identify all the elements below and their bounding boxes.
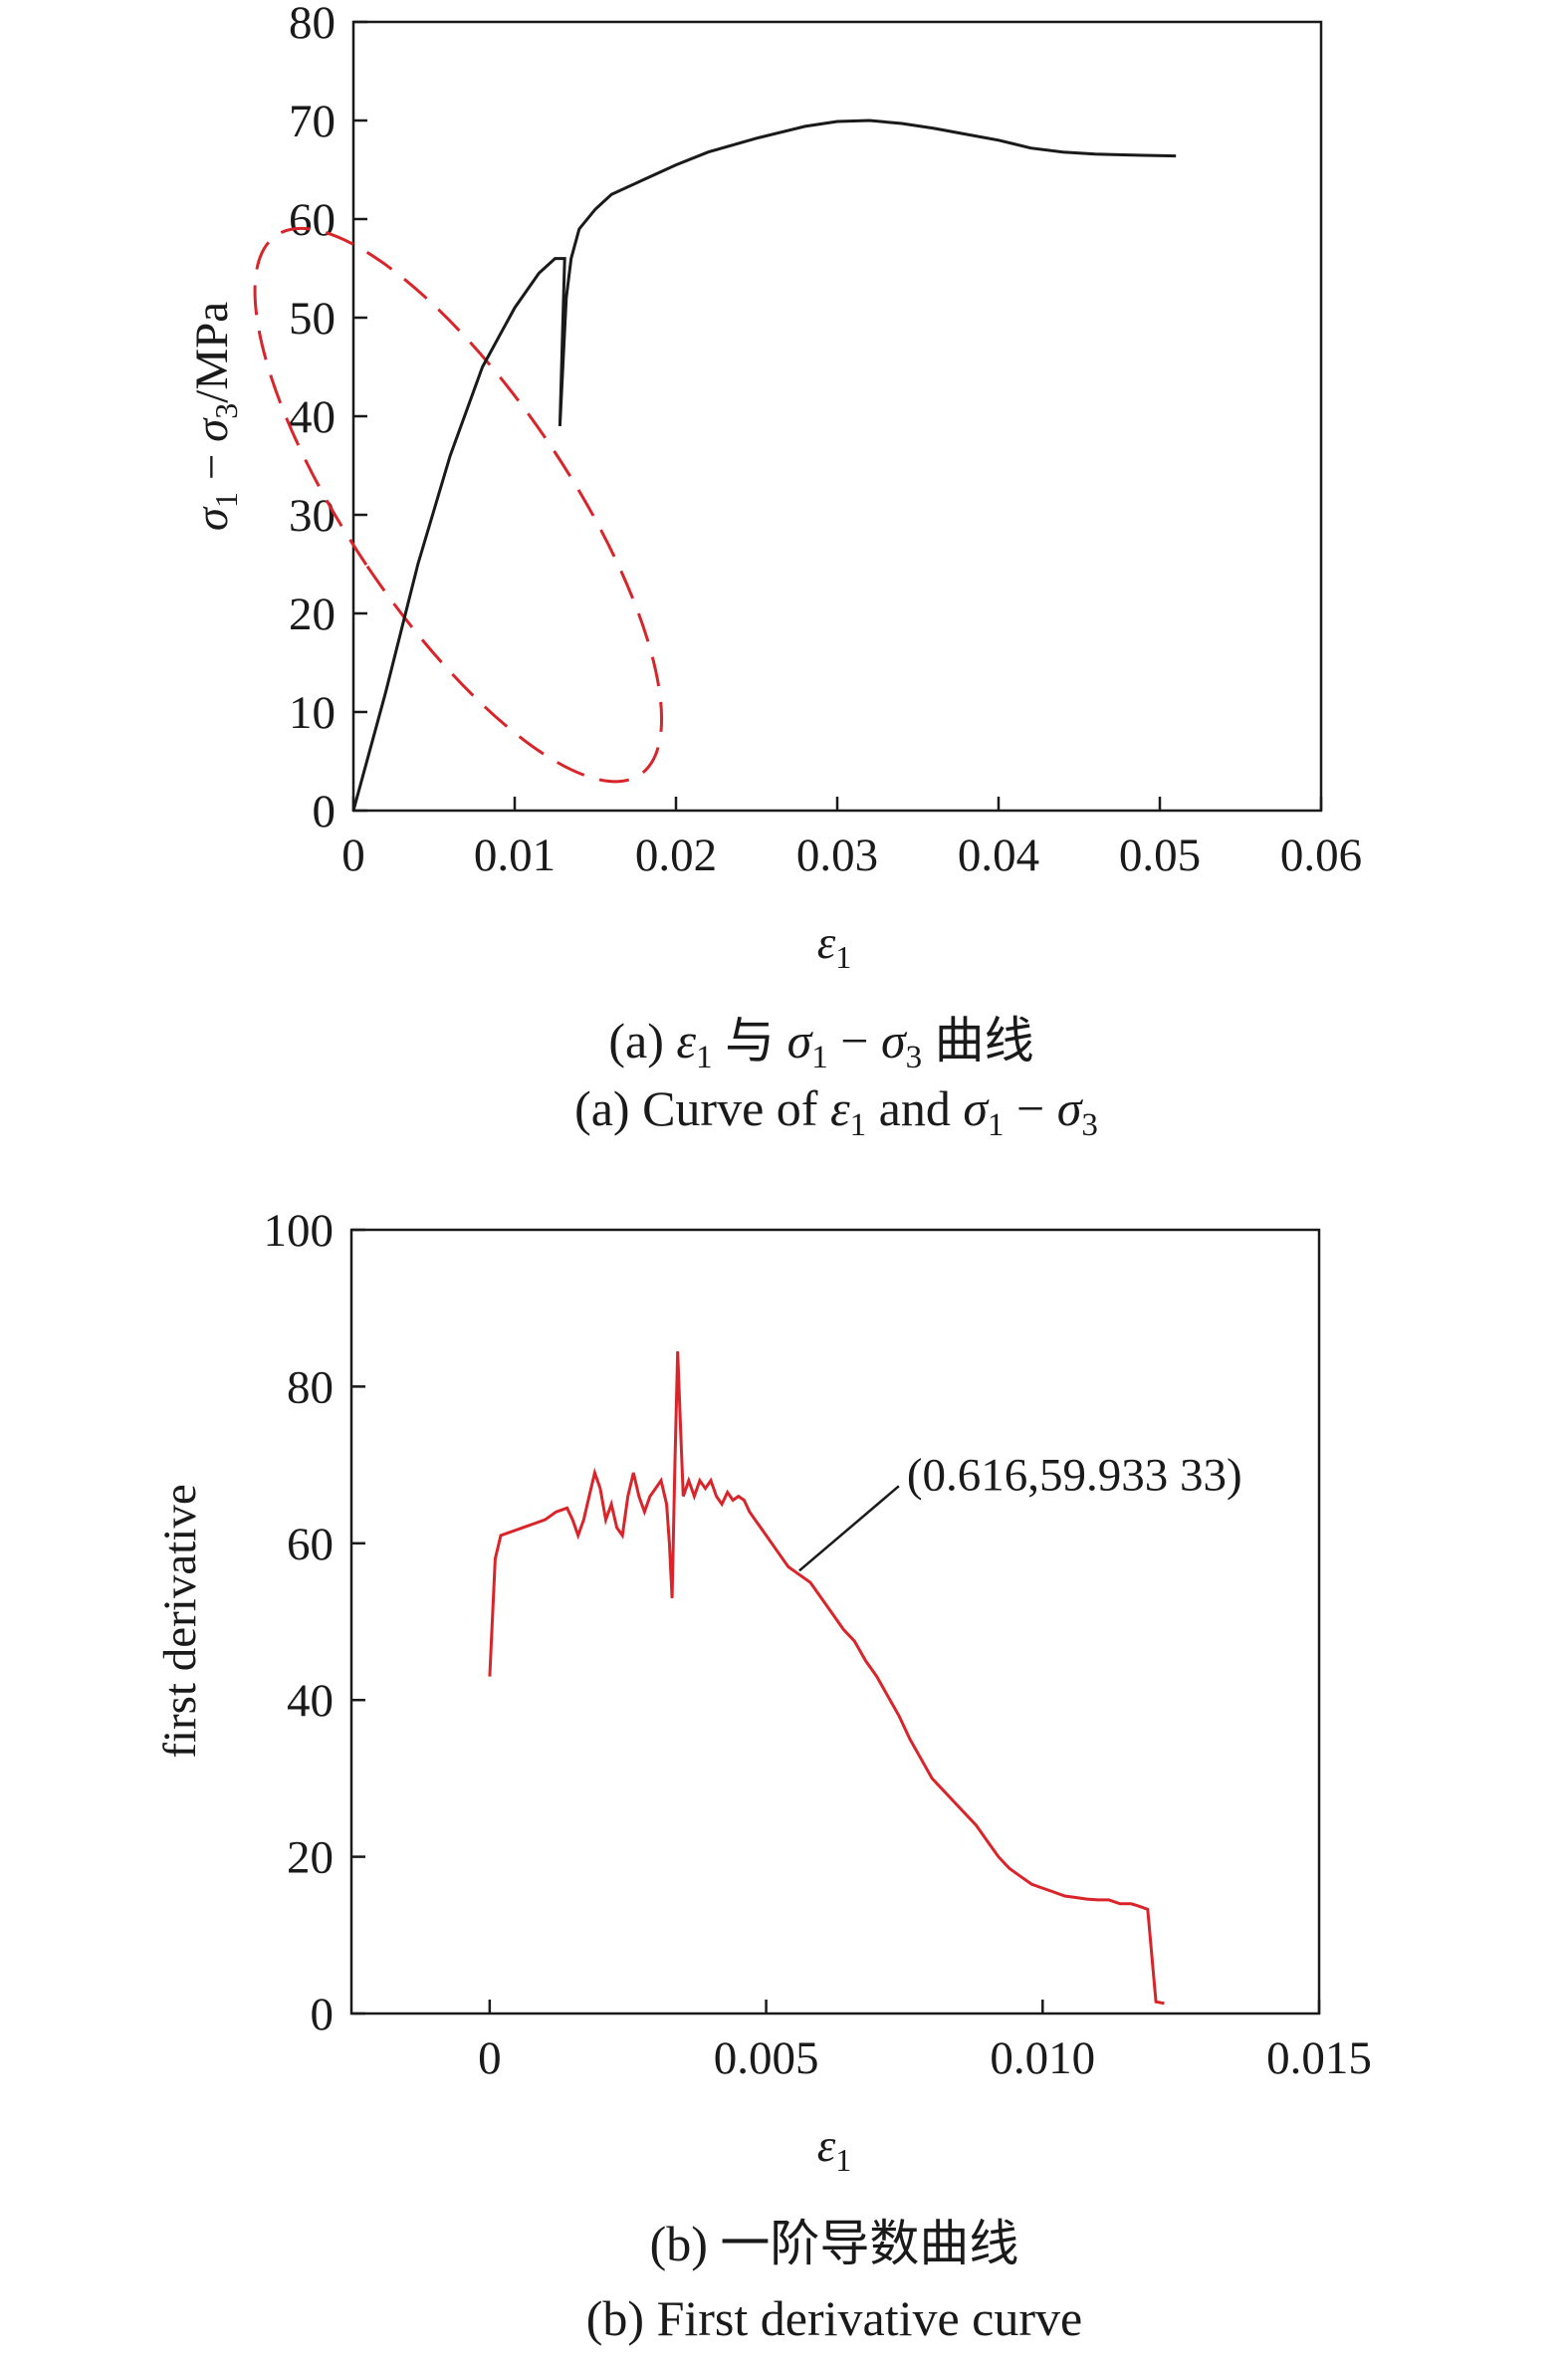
- chart-b-y-ticks: 0 20 40 60 80 100: [264, 1205, 365, 2040]
- x-tick-label: 0.01: [474, 830, 556, 881]
- chart-a-series-line: [351, 119, 1177, 812]
- chart-b-annotation-label: (0.616,59.933 33): [907, 1449, 1242, 1501]
- x-tick-label: 0.010: [990, 2032, 1095, 2084]
- chart-b-annotation-leader: [798, 1485, 900, 1572]
- chart-b-series-line: [488, 1350, 1165, 2006]
- chart-b-x-axis-label: ε1: [817, 2120, 852, 2178]
- y-tick-label: 80: [287, 1361, 334, 1413]
- chart-a-frame: [351, 20, 1323, 813]
- chart-a-y-ticks: 0 10 20 30 40 50 60 70 80: [289, 0, 367, 837]
- caption-b-chinese: (b) 一阶导数曲线: [650, 2216, 1019, 2271]
- chart-a-x-ticks: 0 0.01 0.02 0.03 0.04 0.05 0.06: [341, 797, 1362, 881]
- caption-a-english: (a) Curve of ε1 and σ1 − σ3: [574, 1080, 1098, 1143]
- y-tick-label: 60: [289, 194, 336, 246]
- x-tick-label: 0.02: [635, 830, 717, 881]
- y-tick-label: 0: [311, 1989, 335, 2040]
- x-tick-label: 0.05: [1119, 830, 1201, 881]
- x-tick-label: 0.04: [958, 830, 1039, 881]
- y-tick-label: 40: [289, 391, 336, 443]
- y-tick-label: 50: [289, 293, 336, 345]
- chart-b: 0 0.005 0.010 0.015 0 20 40 60 80 100 (0.616,59.…: [154, 1205, 1372, 2178]
- chart-b-frame: [349, 1228, 1321, 2015]
- y-tick-label: 10: [289, 687, 336, 739]
- x-tick-label: 0.005: [714, 2032, 819, 2084]
- chart-a-x-axis-label: ε1: [817, 917, 852, 975]
- y-tick-label: 20: [289, 589, 336, 640]
- chart-a: 0 0.01 0.02 0.03 0.04 0.05 0.06 0 10 20 30 40 50 60 7…: [186, 0, 1362, 975]
- y-tick-label: 60: [287, 1519, 334, 1570]
- y-tick-label: 70: [289, 96, 336, 147]
- chart-a-dashed-ellipse: [253, 226, 664, 784]
- x-tick-label: 0.03: [796, 830, 878, 881]
- caption-a-chinese: (a) ε1 与 σ1 − σ3 曲线: [608, 1013, 1033, 1075]
- x-tick-label: 0.015: [1266, 2032, 1372, 2084]
- x-tick-label: 0: [341, 830, 365, 881]
- y-tick-label: 80: [289, 0, 336, 49]
- x-tick-label: 0: [478, 2032, 502, 2084]
- caption-b-english: (b) First derivative curve: [586, 2290, 1082, 2346]
- y-tick-label: 100: [264, 1205, 335, 1257]
- chart-a-y-axis-label: σ1 − σ3/MPa: [186, 302, 244, 531]
- chart-b-x-ticks: 0 0.005 0.010 0.015: [478, 2000, 1372, 2084]
- y-tick-label: 40: [287, 1675, 334, 1727]
- y-tick-label: 20: [287, 1832, 334, 1884]
- y-tick-label: 30: [289, 490, 336, 542]
- chart-b-y-axis-label: first derivative: [154, 1484, 206, 1758]
- x-tick-label: 0.06: [1280, 830, 1362, 881]
- y-tick-label: 0: [313, 786, 336, 837]
